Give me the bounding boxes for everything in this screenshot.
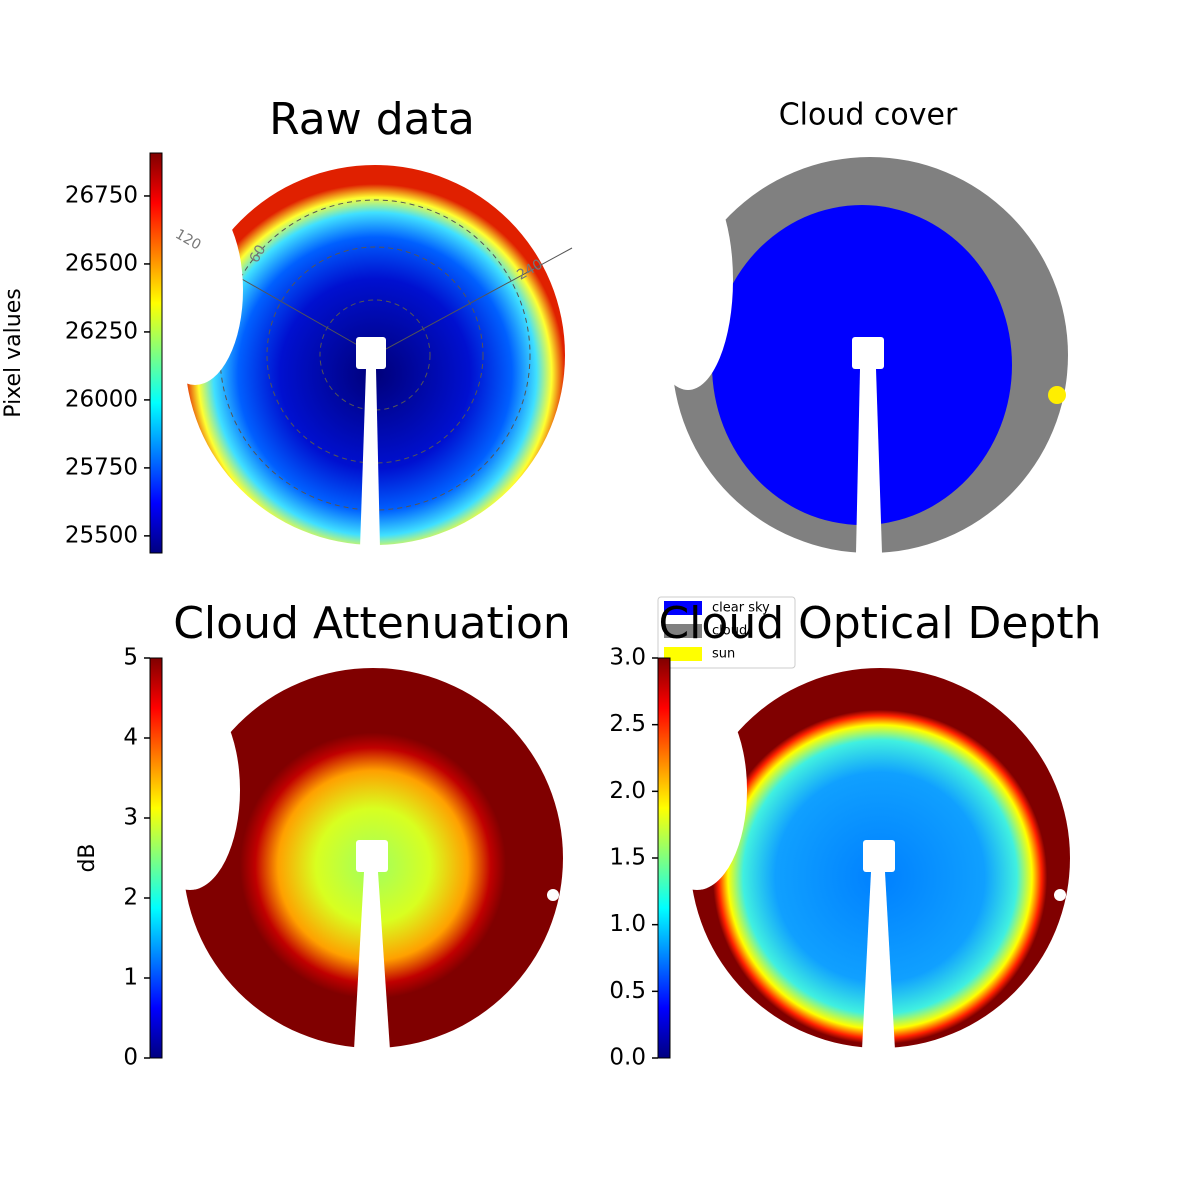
legend-label: sun xyxy=(712,647,735,662)
legend-label: clear sky xyxy=(712,601,770,616)
colorbar-tick-label: 4 xyxy=(123,725,138,751)
colorbar-tick-label: 1.5 xyxy=(609,845,646,871)
panel-title: Cloud cover xyxy=(779,98,958,133)
colorbar xyxy=(149,152,163,554)
colorbar-tick-label: 2.0 xyxy=(609,778,646,804)
colorbar-label: Pixel values xyxy=(1,288,26,417)
legend-swatch xyxy=(664,647,702,661)
colorbar xyxy=(657,657,671,1059)
colorbar-tick-label: 26250 xyxy=(65,318,138,344)
colorbar-tick-label: 25750 xyxy=(65,454,138,480)
colorbar-tick-label: 3.0 xyxy=(609,645,646,671)
colorbar-tick-label: 26750 xyxy=(65,182,138,208)
panel-title: Raw data xyxy=(269,94,475,145)
colorbar-tick-label: 25500 xyxy=(65,522,138,548)
colorbar-tick-label: 0 xyxy=(123,1045,138,1071)
colorbar-tick-label: 1.0 xyxy=(609,911,646,937)
colorbar xyxy=(149,657,163,1059)
colorbar-tick-label: 0.0 xyxy=(609,1045,646,1071)
attenuation-image xyxy=(140,668,563,1050)
legend-swatch xyxy=(664,601,702,615)
colorbar-label: dB xyxy=(75,843,100,872)
panel-title: Cloud Optical Depth xyxy=(658,598,1101,649)
colorbar-tick-label: 2 xyxy=(123,885,138,911)
cloud-cover-image xyxy=(643,157,1068,553)
colorbar-tick-label: 1 xyxy=(123,965,138,991)
panel-title: Cloud Attenuation xyxy=(173,598,571,649)
colorbar-tick-label: 0.5 xyxy=(609,978,646,1004)
sky-image xyxy=(147,165,573,548)
colorbar-tick-label: 3 xyxy=(123,805,138,831)
angle-annotation: 60 xyxy=(247,242,270,265)
optical-depth-image xyxy=(647,668,1070,1050)
colorbar-tick-label: 2.5 xyxy=(609,711,646,737)
legend-label: cloud xyxy=(712,624,747,639)
colorbar-tick-label: 5 xyxy=(123,645,138,671)
colorbar-tick-label: 26500 xyxy=(65,250,138,276)
legend-swatch xyxy=(664,624,702,638)
colorbar-tick-label: 26000 xyxy=(65,386,138,412)
